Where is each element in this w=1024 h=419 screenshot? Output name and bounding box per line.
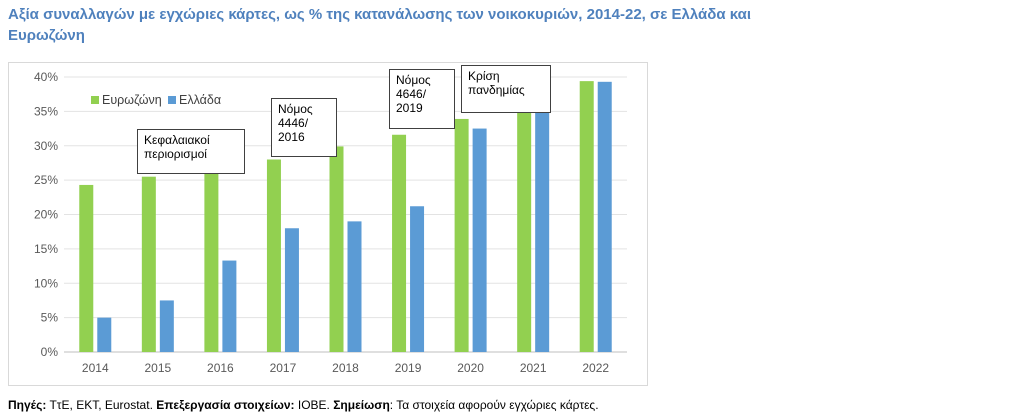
- bar-greece: [222, 260, 237, 352]
- footer-note-text: : Τα στοιχεία αφορούν εγχώριες κάρτες.: [389, 398, 599, 412]
- annotation-pandemic: Κρίση πανδημίας: [461, 65, 551, 113]
- annotation-capital-controls: Κεφαλαιακοί περιορισμοί: [137, 129, 245, 174]
- chart-frame: 0% 5% 10% 15% 20% 25% 30% 35% 40% 2014 2015 2016 201…: [8, 62, 648, 386]
- chart-title: Αξία συναλλαγών με εγχώριες κάρτες, ως %…: [8, 6, 752, 44]
- y-tick-label: 30%: [34, 139, 58, 153]
- bar-eurozone: [79, 184, 94, 352]
- bar-eurozone: [517, 101, 532, 352]
- bar-greece: [472, 128, 487, 352]
- x-tick-label: 2017: [270, 361, 297, 375]
- legend-label: Ελλάδα: [179, 93, 221, 107]
- x-tick-label: 2021: [520, 361, 547, 375]
- bar-greece: [97, 317, 112, 352]
- bar-chart: 0% 5% 10% 15% 20% 25% 30% 35% 40% 2014 2015 2016 201…: [34, 70, 627, 375]
- legend-swatch: [168, 96, 176, 104]
- footer-sources-text: ΤτΕ, ΕΚΤ, Eurostat.: [46, 398, 157, 412]
- bar-eurozone: [454, 118, 469, 352]
- bar-greece: [284, 228, 299, 352]
- x-tick-label: 2018: [332, 361, 359, 375]
- bar-eurozone: [329, 146, 344, 352]
- annotation-law-4446: Νόμος 4446/ 2016: [271, 98, 337, 157]
- y-tick-label: 25%: [34, 173, 58, 187]
- legend-swatch: [91, 96, 99, 104]
- y-tick-label: 5%: [41, 311, 59, 325]
- footer-processing-text: ΙΟΒΕ.: [294, 398, 334, 412]
- bar-greece: [347, 221, 362, 352]
- bar-greece: [597, 81, 612, 352]
- bar-greece: [410, 206, 425, 352]
- legend-label: Ευρωζώνη: [102, 93, 162, 107]
- footer-note-label: Σημείωση: [333, 398, 390, 412]
- bar-eurozone: [392, 134, 407, 352]
- footer-sources-label: Πηγές:: [8, 398, 47, 412]
- y-tick-label: 35%: [34, 104, 58, 118]
- bar-greece: [535, 96, 550, 352]
- bar-eurozone: [266, 159, 281, 352]
- bar-eurozone: [204, 168, 219, 352]
- x-tick-label: 2014: [82, 361, 109, 375]
- x-tick-label: 2015: [144, 361, 171, 375]
- bar-eurozone: [141, 176, 156, 352]
- y-tick-label: 0%: [41, 345, 59, 359]
- footer-processing-label: Επεξεργασία στοιχείων:: [156, 398, 295, 412]
- bar-eurozone: [579, 81, 594, 352]
- y-tick-label: 10%: [34, 276, 58, 290]
- annotation-law-4646: Νόμος 4646/ 2019: [389, 69, 455, 129]
- y-tick-label: 15%: [34, 242, 58, 256]
- x-tick-label: 2022: [582, 361, 609, 375]
- x-tick-label: 2016: [207, 361, 234, 375]
- x-tick-label: 2020: [457, 361, 484, 375]
- y-tick-label: 20%: [34, 208, 58, 222]
- y-tick-label: 40%: [34, 70, 58, 84]
- bar-greece: [159, 300, 174, 352]
- x-tick-label: 2019: [395, 361, 422, 375]
- footer-note: Πηγές: ΤτΕ, ΕΚΤ, Eurostat. Επεξεργασία σ…: [8, 398, 599, 412]
